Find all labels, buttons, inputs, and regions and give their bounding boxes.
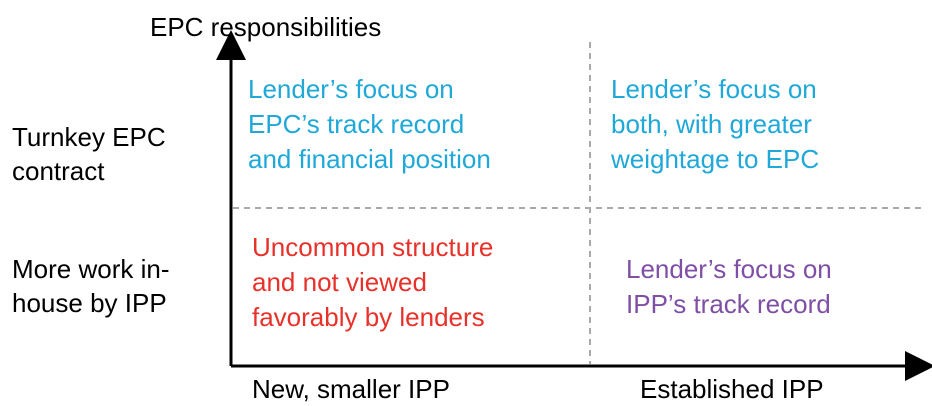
quadrant-text: Uncommon structure [252,232,493,262]
y-label: Turnkey EPC [12,122,166,152]
quadrant-text: favorably by lenders [252,302,485,332]
y-axis-title: EPC responsibilities [150,12,381,42]
x-label: New, smaller IPP [252,374,450,404]
quadrant-text: weightage to EPC [610,144,819,174]
quadrant-text: and financial position [248,144,491,174]
y-label: More work in- [12,254,169,284]
x-label: Established IPP [640,374,824,404]
quadrant-text: EPC’s track record [248,109,464,139]
y-label: contract [12,156,105,186]
quadrant-text: IPP’s track record [626,289,831,319]
quadrant-text: and not viewed [252,267,427,297]
quadrant-text: Lender’s focus on [611,74,817,104]
quadrant-text: both, with greater [611,109,812,139]
quadrant-text: Lender’s focus on [248,74,454,104]
y-label: house by IPP [12,288,167,318]
quadrant-text: Lender’s focus on [626,254,832,284]
